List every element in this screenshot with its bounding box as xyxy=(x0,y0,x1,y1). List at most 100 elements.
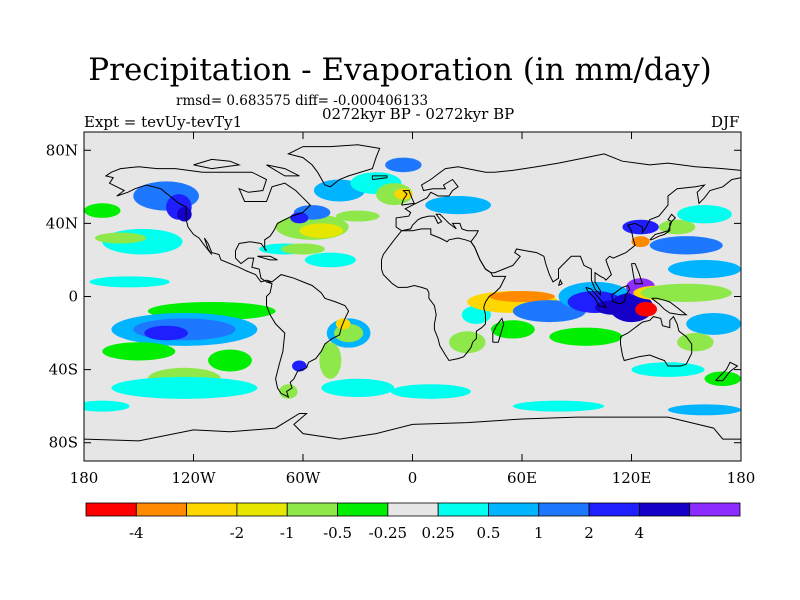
colorbar-label: 4 xyxy=(635,524,645,542)
colorbar-box xyxy=(236,502,288,517)
contour-region xyxy=(102,342,176,361)
colorbar-box xyxy=(689,502,741,517)
coastline xyxy=(558,278,563,286)
colorbar-box xyxy=(488,502,540,517)
contour-region xyxy=(335,210,380,222)
contour-region xyxy=(94,232,147,244)
coastline xyxy=(193,158,242,170)
lat-tick-label: 40N xyxy=(46,214,78,232)
lon-tick-label: 180 xyxy=(727,469,756,487)
contour-region xyxy=(489,291,555,302)
colorbar-label: 0.25 xyxy=(421,524,454,542)
colorbar-box xyxy=(186,502,238,517)
longitude-axis: 180 120W 60W 0 60E 120E 180 xyxy=(70,132,756,487)
contour-region xyxy=(631,236,650,248)
lat-tick-label: 80S xyxy=(49,434,78,452)
lat-tick-label: 0 xyxy=(68,288,78,306)
contour-region xyxy=(299,223,344,239)
period-label: 0272kyr BP - 0272kyr BP xyxy=(322,105,515,123)
contour-region xyxy=(304,252,356,268)
coastline xyxy=(257,255,278,261)
coastline xyxy=(620,315,693,367)
coastline xyxy=(266,164,300,177)
contour-region xyxy=(321,378,395,398)
season-label: DJF xyxy=(711,113,740,131)
coastline xyxy=(266,274,350,398)
colorbar-label: 2 xyxy=(584,524,594,542)
contour-region xyxy=(622,219,659,235)
contour-region xyxy=(640,283,732,302)
contour-region xyxy=(390,384,471,399)
contour-region xyxy=(677,205,732,224)
lon-tick-label: 0 xyxy=(408,469,418,487)
coastline xyxy=(395,153,741,232)
contour-region xyxy=(144,325,189,341)
colorbar-label: -0.25 xyxy=(369,524,407,542)
coastline xyxy=(401,190,416,206)
colorbar-box xyxy=(437,502,489,517)
coastline xyxy=(585,286,608,309)
coastline xyxy=(401,177,741,296)
contour-region xyxy=(631,362,705,377)
coastline xyxy=(631,263,644,285)
colorbar-label: -1 xyxy=(280,524,295,542)
coastlines xyxy=(84,144,741,442)
contour-region xyxy=(111,376,258,399)
lon-tick-label: 60E xyxy=(507,469,537,487)
contour-region xyxy=(704,371,741,387)
colorbar-box xyxy=(337,502,389,517)
lon-tick-label: 180 xyxy=(70,469,99,487)
contour-region xyxy=(668,404,741,416)
colorbar-label: 0.5 xyxy=(477,524,501,542)
contour-region xyxy=(292,360,307,372)
coastline xyxy=(286,144,381,188)
coastline xyxy=(649,213,677,241)
contour-region xyxy=(281,243,325,255)
colorbar-label: -0.5 xyxy=(323,524,352,542)
contour-region xyxy=(208,349,252,372)
contour-region xyxy=(490,320,535,339)
contour-region xyxy=(319,342,342,379)
contour-region xyxy=(394,188,413,200)
stats-line: rmsd= 0.683575 diff= -0.000406133 xyxy=(176,93,429,109)
contour-region xyxy=(385,157,422,173)
colorbar-box xyxy=(588,502,640,517)
colorbar-box xyxy=(135,502,188,517)
contour-region xyxy=(549,327,623,346)
contour-region xyxy=(649,236,723,255)
coastline xyxy=(610,284,631,305)
latitude-axis: 80N 40N 0 40S 80S xyxy=(46,141,741,452)
lon-tick-label: 60W xyxy=(286,469,321,487)
coastline xyxy=(371,175,388,180)
chart-title: Precipitation - Evaporation (in mm/day) xyxy=(88,52,712,88)
contour-region xyxy=(668,259,741,279)
experiment-label: Expt = tevUy-tevTy1 xyxy=(84,113,243,131)
contour-region xyxy=(512,400,605,412)
coastline xyxy=(651,297,688,316)
contour-region xyxy=(686,312,741,335)
contour-region xyxy=(677,333,714,352)
lat-tick-label: 80N xyxy=(46,141,78,159)
colorbar-box xyxy=(538,502,590,517)
contour-fields xyxy=(84,157,741,416)
colorbar-box xyxy=(85,502,137,517)
colorbar-label: -4 xyxy=(129,524,144,542)
colorbar-box xyxy=(638,502,691,517)
colorbar-label: 1 xyxy=(534,524,544,542)
contour-region xyxy=(89,276,170,288)
coastline xyxy=(715,361,739,382)
colorbar-box xyxy=(387,502,439,517)
colorbar-labels: -4 -2 -1 -0.5 -0.25 0.25 0.5 1 2 4 xyxy=(129,524,644,542)
coastline xyxy=(84,413,741,442)
lon-tick-label: 120W xyxy=(171,469,216,487)
contour-region xyxy=(425,195,491,215)
colorbar-label: -2 xyxy=(230,524,245,542)
colorbar xyxy=(85,502,741,517)
contour-region xyxy=(635,301,658,317)
coastline xyxy=(104,166,312,283)
contour-region xyxy=(84,400,130,412)
coastline xyxy=(492,317,505,343)
contour-region xyxy=(449,331,486,354)
contour-region xyxy=(177,206,192,222)
